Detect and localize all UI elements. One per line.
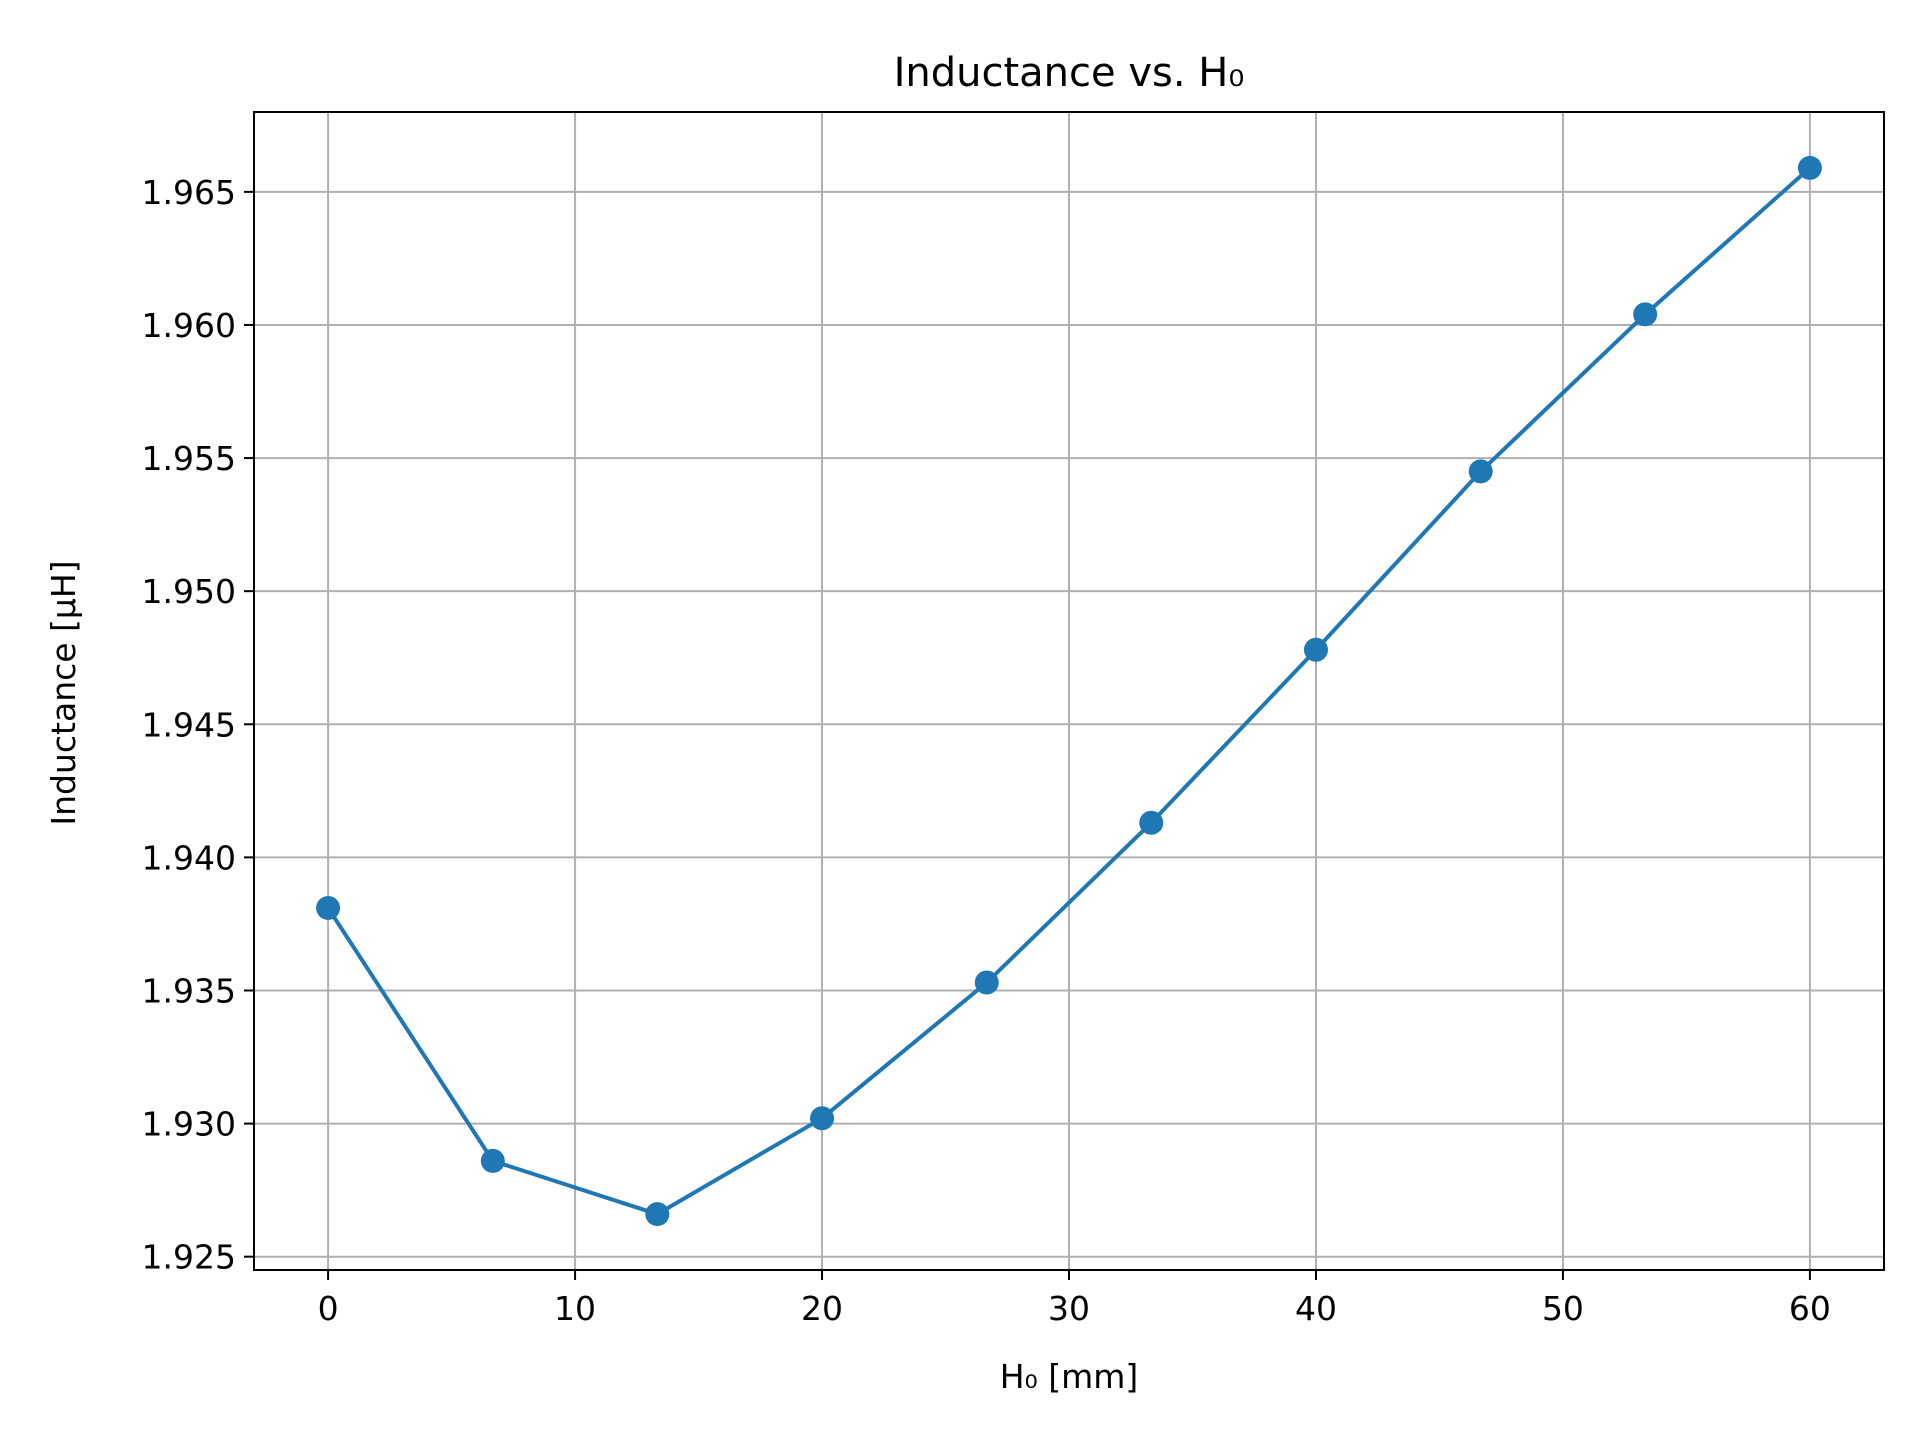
y-tick-label: 1.930	[142, 1105, 236, 1144]
data-point	[1633, 302, 1658, 327]
x-tick-label: 30	[1048, 1289, 1090, 1328]
x-axis-label: H₀ [mm]	[1000, 1357, 1139, 1396]
data-point	[316, 895, 341, 920]
data-point	[1303, 637, 1328, 662]
x-tick-label: 10	[554, 1289, 596, 1328]
x-axis-ticks: 0 10 20 30 40 50 60	[318, 1270, 1831, 1328]
series-line	[326, 166, 1812, 1217]
data-point	[1139, 810, 1164, 835]
y-tick-label: 1.940	[142, 838, 236, 877]
x-tick-label: 60	[1789, 1289, 1831, 1328]
x-tick-label: 50	[1542, 1289, 1584, 1328]
x-tick-label: 40	[1295, 1289, 1337, 1328]
data-point	[1468, 459, 1493, 484]
data-point	[645, 1202, 670, 1227]
y-tick-label: 1.965	[142, 173, 236, 212]
data-point	[810, 1106, 835, 1131]
grid-lines	[254, 112, 1884, 1270]
data-point	[1797, 155, 1822, 180]
data-point	[480, 1148, 505, 1173]
y-axis-ticks: 1.925 1.930 1.935 1.940 1.945 1.950 1.955 1.960…	[142, 173, 254, 1277]
y-tick-label: 1.925	[142, 1238, 236, 1277]
y-tick-label: 1.955	[142, 439, 236, 478]
y-tick-label: 1.945	[142, 705, 236, 744]
chart-title: Inductance vs. H₀	[894, 50, 1245, 96]
data-point	[974, 970, 999, 995]
y-tick-label: 1.935	[142, 971, 236, 1010]
y-tick-label: 1.960	[142, 306, 236, 345]
x-tick-label: 0	[318, 1289, 339, 1328]
x-tick-label: 20	[801, 1289, 843, 1328]
y-axis-label: Inductance [μH]	[44, 560, 83, 825]
y-tick-label: 1.950	[142, 572, 236, 611]
data-series	[316, 155, 1822, 1227]
